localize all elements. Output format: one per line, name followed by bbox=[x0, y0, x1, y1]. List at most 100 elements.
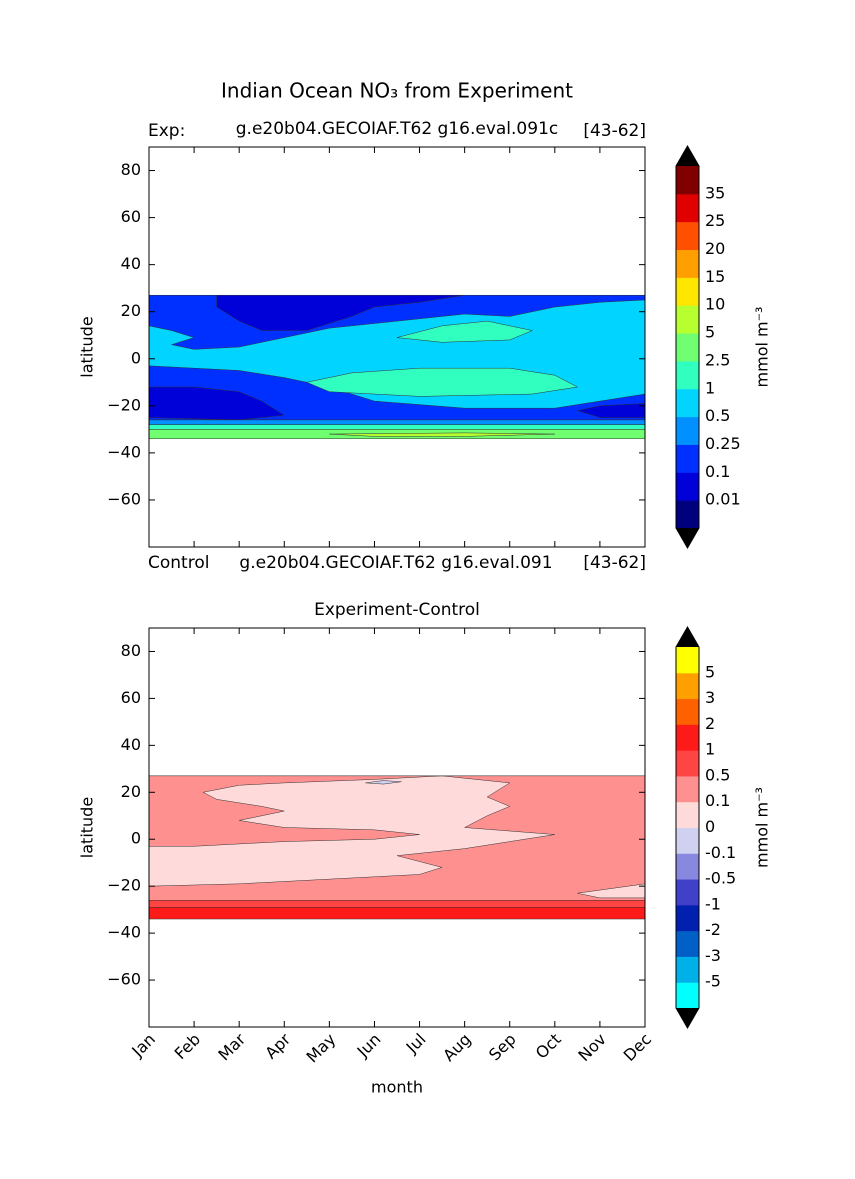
subplot-title-right: [43-62] bbox=[583, 121, 646, 141]
y-tick-label: 40 bbox=[121, 735, 141, 754]
colorbar-band bbox=[676, 827, 699, 854]
colorbar-tick-label: 0 bbox=[705, 817, 715, 836]
x-tick-label: Mar bbox=[214, 1029, 249, 1064]
contour-region bbox=[148, 424, 646, 430]
colorbar-tick-label: 2 bbox=[705, 714, 715, 733]
y-tick-label: −40 bbox=[107, 923, 141, 942]
colorbar-tick-label: -2 bbox=[705, 920, 721, 939]
colorbar-band bbox=[676, 930, 699, 957]
x-tick-label: Apr bbox=[261, 1029, 294, 1062]
colorbar-frame bbox=[675, 144, 700, 550]
colorbar-tick-label: 0.1 bbox=[705, 791, 730, 810]
colorbar-band bbox=[676, 698, 699, 725]
colorbar-tick-label: 5 bbox=[705, 662, 715, 681]
y-tick-label: 80 bbox=[121, 160, 141, 179]
colorbar-tick-label: 5 bbox=[705, 323, 715, 342]
colorbar-band bbox=[676, 500, 699, 529]
colorbar-extend-bottom bbox=[676, 1008, 699, 1028]
colorbar-band bbox=[676, 724, 699, 751]
y-tick-label: 60 bbox=[121, 688, 141, 707]
colorbar-frame bbox=[675, 625, 700, 1030]
colorbar-band bbox=[676, 166, 699, 195]
y-tick-label: −60 bbox=[107, 970, 141, 989]
colorbar-band bbox=[676, 879, 699, 906]
y-tick-label: 20 bbox=[121, 301, 141, 320]
colorbar-band bbox=[676, 221, 699, 251]
colorbar-band bbox=[676, 904, 699, 932]
colorbar-tick-label: -5 bbox=[705, 972, 721, 991]
x-tick-label: Jun bbox=[353, 1030, 385, 1062]
x-axis-label: month bbox=[371, 1078, 423, 1097]
x-tick-label: Dec bbox=[620, 1030, 655, 1065]
plot-frame bbox=[148, 627, 646, 1028]
colorbar-band bbox=[676, 305, 699, 334]
colorbar-band bbox=[676, 775, 699, 803]
colorbar-band bbox=[676, 193, 699, 223]
colorbar-tick-label: 1 bbox=[705, 378, 715, 397]
subplot-title: Experiment-Control bbox=[314, 600, 480, 620]
y-tick-label: 40 bbox=[121, 254, 141, 273]
y-axis-label: latitude bbox=[78, 797, 97, 858]
y-axis-label: latitude bbox=[78, 316, 97, 377]
x-tick-label: May bbox=[303, 1030, 340, 1067]
figure-title: Indian Ocean NO₃ from Experiment bbox=[221, 79, 573, 103]
contour-region bbox=[396, 320, 534, 343]
colorbar-tick-label: 0.25 bbox=[705, 434, 741, 453]
x-tick-label: Jan bbox=[127, 1030, 159, 1062]
colorbar-tick-label: -3 bbox=[705, 946, 721, 965]
colorbar-band bbox=[676, 277, 699, 306]
colorbar-band bbox=[676, 472, 699, 501]
colorbar-tick-label: 3 bbox=[705, 688, 715, 707]
contour-region bbox=[148, 907, 646, 920]
colorbar-label: mmol m⁻³ bbox=[753, 307, 772, 388]
footer-right: [43-62] bbox=[583, 553, 646, 573]
colorbar-extend-top bbox=[676, 146, 699, 166]
colorbar-tick-label: -0.1 bbox=[705, 843, 736, 862]
x-tick-label: Jul bbox=[402, 1030, 430, 1058]
colorbar-tick-label: 0.5 bbox=[705, 765, 730, 784]
contour-region bbox=[148, 386, 286, 421]
subplot-title-left: Exp: bbox=[148, 121, 185, 141]
y-tick-label: −40 bbox=[107, 442, 141, 461]
colorbar-band bbox=[676, 416, 699, 445]
colorbar-band bbox=[676, 360, 699, 390]
colorbar-tick-label: 0.1 bbox=[705, 462, 730, 481]
colorbar-band bbox=[676, 249, 699, 278]
x-tick-label: Sep bbox=[485, 1030, 520, 1065]
subplot-title: g.e20b04.GECOIAF.T62 g16.eval.091c bbox=[236, 119, 558, 139]
contour-region bbox=[148, 419, 646, 425]
y-tick-label: 0 bbox=[131, 348, 141, 367]
contour-region bbox=[148, 775, 443, 847]
contour-region bbox=[148, 900, 646, 908]
y-tick-label: −60 bbox=[107, 489, 141, 508]
contour-region bbox=[365, 780, 402, 785]
y-tick-label: 0 bbox=[131, 829, 141, 848]
contour-region bbox=[329, 432, 555, 437]
colorbar-band bbox=[676, 388, 699, 418]
colorbar-band bbox=[676, 982, 699, 1009]
colorbar-tick-label: -0.5 bbox=[705, 869, 736, 888]
footer-left: Control bbox=[148, 553, 209, 573]
colorbar-band bbox=[676, 750, 699, 777]
colorbar-band bbox=[676, 853, 699, 880]
colorbar-tick-label: 25 bbox=[705, 211, 725, 230]
contour-region bbox=[305, 367, 579, 397]
colorbar-tick-label: 35 bbox=[705, 183, 725, 202]
plot-frame bbox=[148, 146, 646, 548]
colorbar-extend-bottom bbox=[676, 528, 699, 548]
x-tick-label: Oct bbox=[532, 1030, 565, 1063]
y-tick-label: −20 bbox=[107, 395, 141, 414]
colorbar-band bbox=[676, 444, 699, 473]
colorbar-tick-label: 20 bbox=[705, 239, 725, 258]
y-tick-label: 80 bbox=[121, 641, 141, 660]
colorbar-band bbox=[676, 672, 699, 700]
colorbar-tick-label: 10 bbox=[705, 295, 725, 314]
colorbar-band bbox=[676, 801, 699, 828]
colorbar-tick-label: 0.5 bbox=[705, 406, 730, 425]
y-tick-label: 20 bbox=[121, 782, 141, 801]
colorbar-tick-label: 0.01 bbox=[705, 490, 741, 509]
colorbar-tick-label: 15 bbox=[705, 267, 725, 286]
colorbar-band bbox=[676, 647, 699, 674]
colorbar-band bbox=[676, 333, 699, 362]
colorbar-tick-label: 2.5 bbox=[705, 350, 730, 369]
